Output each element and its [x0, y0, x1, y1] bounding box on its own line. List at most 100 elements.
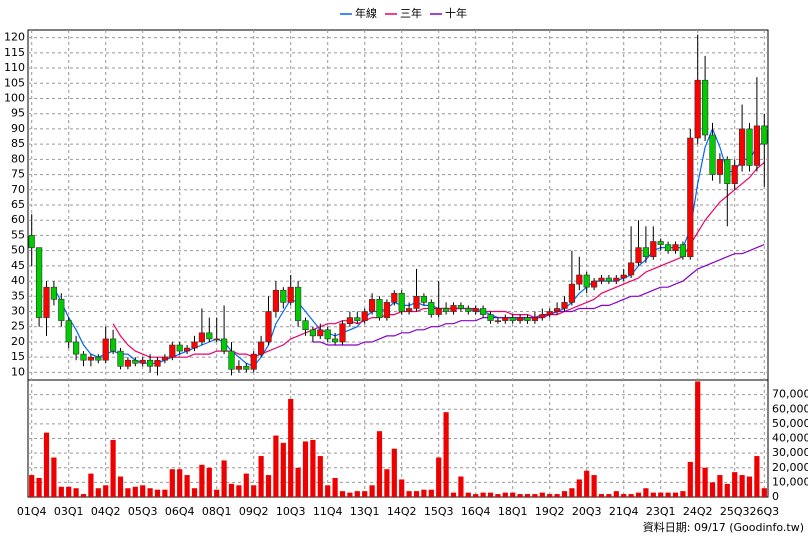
candle-body — [110, 338, 117, 352]
volume-bar — [132, 486, 138, 497]
volume-bar — [169, 469, 175, 497]
candle-body — [724, 159, 731, 184]
x-tick-label: 24Q2 — [683, 505, 713, 518]
volume-bar — [147, 488, 153, 497]
volume-bar — [295, 467, 301, 497]
volume-bar — [73, 488, 79, 497]
volume-tick-label: 10,000 — [772, 475, 808, 488]
volume-bar — [621, 494, 627, 497]
candle-body — [376, 299, 383, 318]
volume-bar — [140, 485, 146, 497]
legend-label: 年線 — [355, 6, 377, 20]
x-tick-label: 23Q1 — [646, 505, 676, 518]
candle-body — [95, 356, 102, 361]
candle-body — [317, 329, 324, 337]
volume-bar — [510, 492, 516, 497]
volume-bar — [332, 477, 338, 497]
volume-bar — [606, 494, 612, 497]
candle-body — [627, 262, 635, 276]
y-tick-label: 90 — [11, 122, 25, 135]
y-tick-label: 25 — [11, 320, 25, 333]
x-tick-label: 14Q2 — [387, 505, 417, 518]
candle-body — [761, 125, 768, 145]
volume-bar — [480, 492, 486, 497]
legend-label: 十年 — [445, 6, 467, 20]
candle-body — [524, 317, 531, 321]
candle-body — [124, 359, 131, 367]
volume-bar — [191, 488, 198, 497]
volume-bar — [177, 469, 183, 497]
y-tick-label: 30 — [11, 305, 25, 318]
candle-body — [354, 317, 361, 321]
candle-body — [590, 280, 598, 288]
volume-bar — [29, 475, 35, 497]
x-tick-label: 19Q2 — [535, 505, 565, 518]
candle-body — [746, 128, 753, 166]
plot-frame — [27, 29, 769, 498]
volume-bar — [428, 489, 434, 497]
volume-bar — [51, 457, 57, 497]
y-tick-label: 50 — [11, 244, 25, 257]
volume-bar — [584, 470, 590, 497]
candle-body — [213, 338, 220, 341]
candle-body — [339, 323, 346, 343]
volume-bar — [672, 492, 679, 497]
x-tick-label: 26Q3 — [749, 505, 779, 518]
candle-body — [28, 235, 35, 248]
volume-bar — [125, 488, 131, 497]
volume-bar — [406, 491, 412, 497]
candle-body — [457, 305, 465, 309]
candle-body — [516, 317, 524, 321]
candle-body — [280, 289, 287, 303]
volume-bar — [103, 485, 109, 497]
y-tick-label: 40 — [11, 274, 25, 287]
candle-body — [487, 314, 494, 321]
y-tick-label: 85 — [11, 137, 25, 150]
y-tick-label: 120 — [4, 31, 25, 44]
volume-bar — [154, 489, 161, 497]
volume-tick-label: 50,000 — [772, 417, 808, 430]
volume-bar — [354, 491, 360, 497]
candle-body — [391, 292, 398, 303]
x-tick-label: 01Q4 — [17, 505, 47, 518]
volume-bar — [665, 492, 671, 497]
candle-body — [494, 320, 502, 322]
y-tick-label: 100 — [4, 91, 25, 104]
candle-body — [687, 137, 694, 258]
y-tick-label: 70 — [11, 183, 25, 196]
candle-body — [169, 344, 176, 358]
volume-bar — [436, 457, 442, 497]
volume-bar — [273, 435, 279, 497]
y-tick-label: 20 — [11, 335, 25, 348]
y-tick-label: 80 — [11, 152, 25, 165]
x-tick-label: 18Q1 — [498, 505, 528, 518]
volume-bar — [117, 476, 124, 497]
volume-tick-label: 20,000 — [772, 461, 808, 474]
candle-body — [701, 79, 709, 136]
candle-body — [198, 332, 206, 343]
x-tick-label: 06Q4 — [165, 505, 195, 518]
y-tick-label: 35 — [11, 289, 25, 302]
volume-bar — [339, 491, 346, 497]
volume-bar — [214, 489, 220, 497]
legend-label: 三年 — [400, 6, 422, 20]
candle-body — [531, 317, 538, 321]
volume-bar — [362, 491, 368, 497]
candle-body — [65, 320, 72, 343]
candle-body — [132, 359, 139, 364]
volume-bar — [487, 492, 494, 497]
volume-bar — [413, 491, 420, 497]
volume-bar — [658, 492, 664, 497]
candle-body — [58, 299, 65, 321]
volume-bar — [717, 475, 723, 497]
candle-body — [257, 341, 265, 355]
x-tick-label: 16Q4 — [461, 505, 491, 518]
candle-body — [657, 241, 664, 245]
y-tick-label: 60 — [11, 213, 25, 226]
x-tick-label: 04Q2 — [91, 505, 121, 518]
candle-body — [117, 350, 124, 367]
volume-bar — [702, 467, 708, 497]
volume-bar — [162, 489, 168, 497]
x-tick-label: 11Q4 — [313, 505, 343, 518]
volume-bar — [206, 467, 212, 497]
